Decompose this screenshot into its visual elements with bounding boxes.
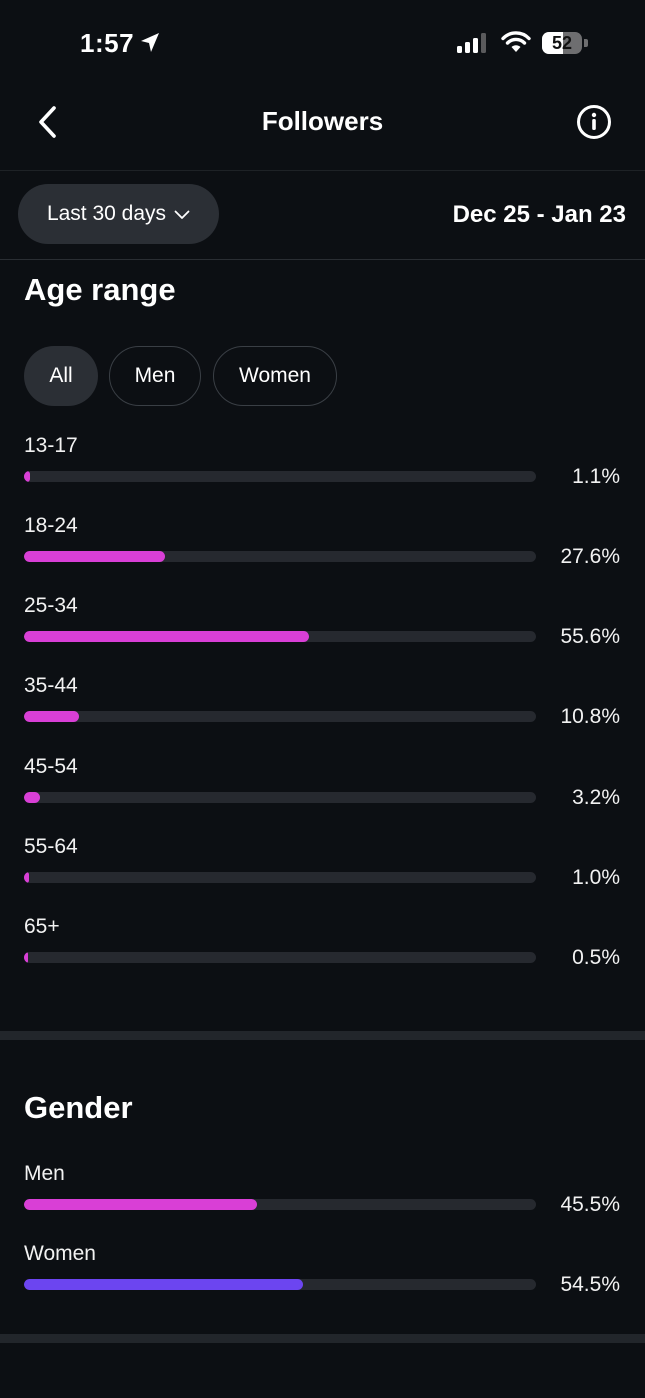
chevron-left-icon[interactable] (36, 104, 60, 145)
age-row-value: 1.0% (572, 866, 620, 889)
bar-fill (24, 1279, 304, 1290)
chip-women[interactable]: Women (213, 346, 337, 406)
bar-track (24, 551, 536, 562)
bar-fill (24, 872, 30, 883)
gender-row-men: Men 45.5% (0, 1162, 645, 1232)
date-range-dropdown-label: Last 30 days (46, 202, 167, 225)
gender-row-label: Men (24, 1162, 65, 1185)
chip-men-label: Men (134, 364, 176, 387)
gender-row-women: Women 54.5% (0, 1242, 645, 1312)
nav-header: Followers (0, 90, 645, 171)
bar-track (24, 711, 536, 722)
page-title: Followers (261, 106, 384, 136)
age-row-value: 55.6% (560, 625, 620, 648)
chip-all-label: All (49, 364, 73, 387)
section-divider (0, 1334, 645, 1343)
cellular-signal-icon (457, 33, 489, 58)
battery-icon: 52 (542, 32, 582, 54)
age-row-value: 3.2% (572, 786, 620, 809)
status-bar: 1:57 52 (0, 0, 645, 90)
age-row-18-24: 18-24 27.6% (0, 514, 645, 584)
bar-track (24, 471, 536, 482)
gender-row-value: 45.5% (560, 1193, 620, 1216)
bar-fill (24, 631, 309, 642)
age-row-label: 25-34 (24, 594, 78, 617)
date-range-dropdown[interactable]: Last 30 days (18, 184, 219, 244)
bar-fill (24, 471, 30, 482)
age-row-35-44: 35-44 10.8% (0, 674, 645, 744)
info-icon[interactable] (576, 104, 612, 145)
section-divider (0, 1031, 645, 1040)
age-row-65-plus: 65+ 0.5% (0, 915, 645, 985)
location-arrow-icon (140, 32, 160, 59)
bar-track (24, 792, 536, 803)
age-row-13-17: 13-17 1.1% (0, 434, 645, 504)
bar-fill (24, 1199, 257, 1210)
age-row-label: 65+ (24, 915, 60, 938)
age-row-label: 45-54 (24, 755, 78, 778)
age-row-55-64: 55-64 1.0% (0, 835, 645, 905)
age-row-label: 55-64 (24, 835, 78, 858)
chip-all[interactable]: All (24, 346, 98, 406)
age-row-label: 18-24 (24, 514, 78, 537)
battery-fill (542, 32, 563, 54)
age-row-45-54: 45-54 3.2% (0, 755, 645, 825)
chip-women-label: Women (239, 364, 311, 387)
bar-fill (24, 551, 166, 562)
age-row-25-34: 25-34 55.6% (0, 594, 645, 664)
bar-track (24, 631, 536, 642)
gender-title: Gender (24, 1090, 133, 1125)
chevron-down-icon (174, 202, 190, 226)
status-time: 1:57 (80, 28, 135, 58)
battery-cap (584, 39, 588, 47)
date-range-text: Dec 25 - Jan 23 (452, 201, 626, 228)
bar-fill (24, 952, 28, 963)
bar-track (24, 952, 536, 963)
age-row-value: 27.6% (560, 545, 620, 568)
battery-level-text: 52 (551, 33, 573, 53)
age-row-value: 0.5% (572, 946, 620, 969)
bar-track (24, 1199, 536, 1210)
wifi-icon (501, 31, 531, 58)
gender-row-label: Women (24, 1242, 96, 1265)
age-range-title: Age range (24, 272, 176, 307)
gender-row-value: 54.5% (560, 1273, 620, 1296)
bar-fill (24, 711, 80, 722)
bar-fill (24, 792, 41, 803)
age-row-label: 13-17 (24, 434, 78, 457)
bar-track (24, 872, 536, 883)
age-row-value: 10.8% (560, 705, 620, 728)
age-row-value: 1.1% (572, 465, 620, 488)
bar-track (24, 1279, 536, 1290)
filter-row: Last 30 days Dec 25 - Jan 23 (0, 171, 645, 260)
chip-men[interactable]: Men (109, 346, 201, 406)
age-row-label: 35-44 (24, 674, 78, 697)
